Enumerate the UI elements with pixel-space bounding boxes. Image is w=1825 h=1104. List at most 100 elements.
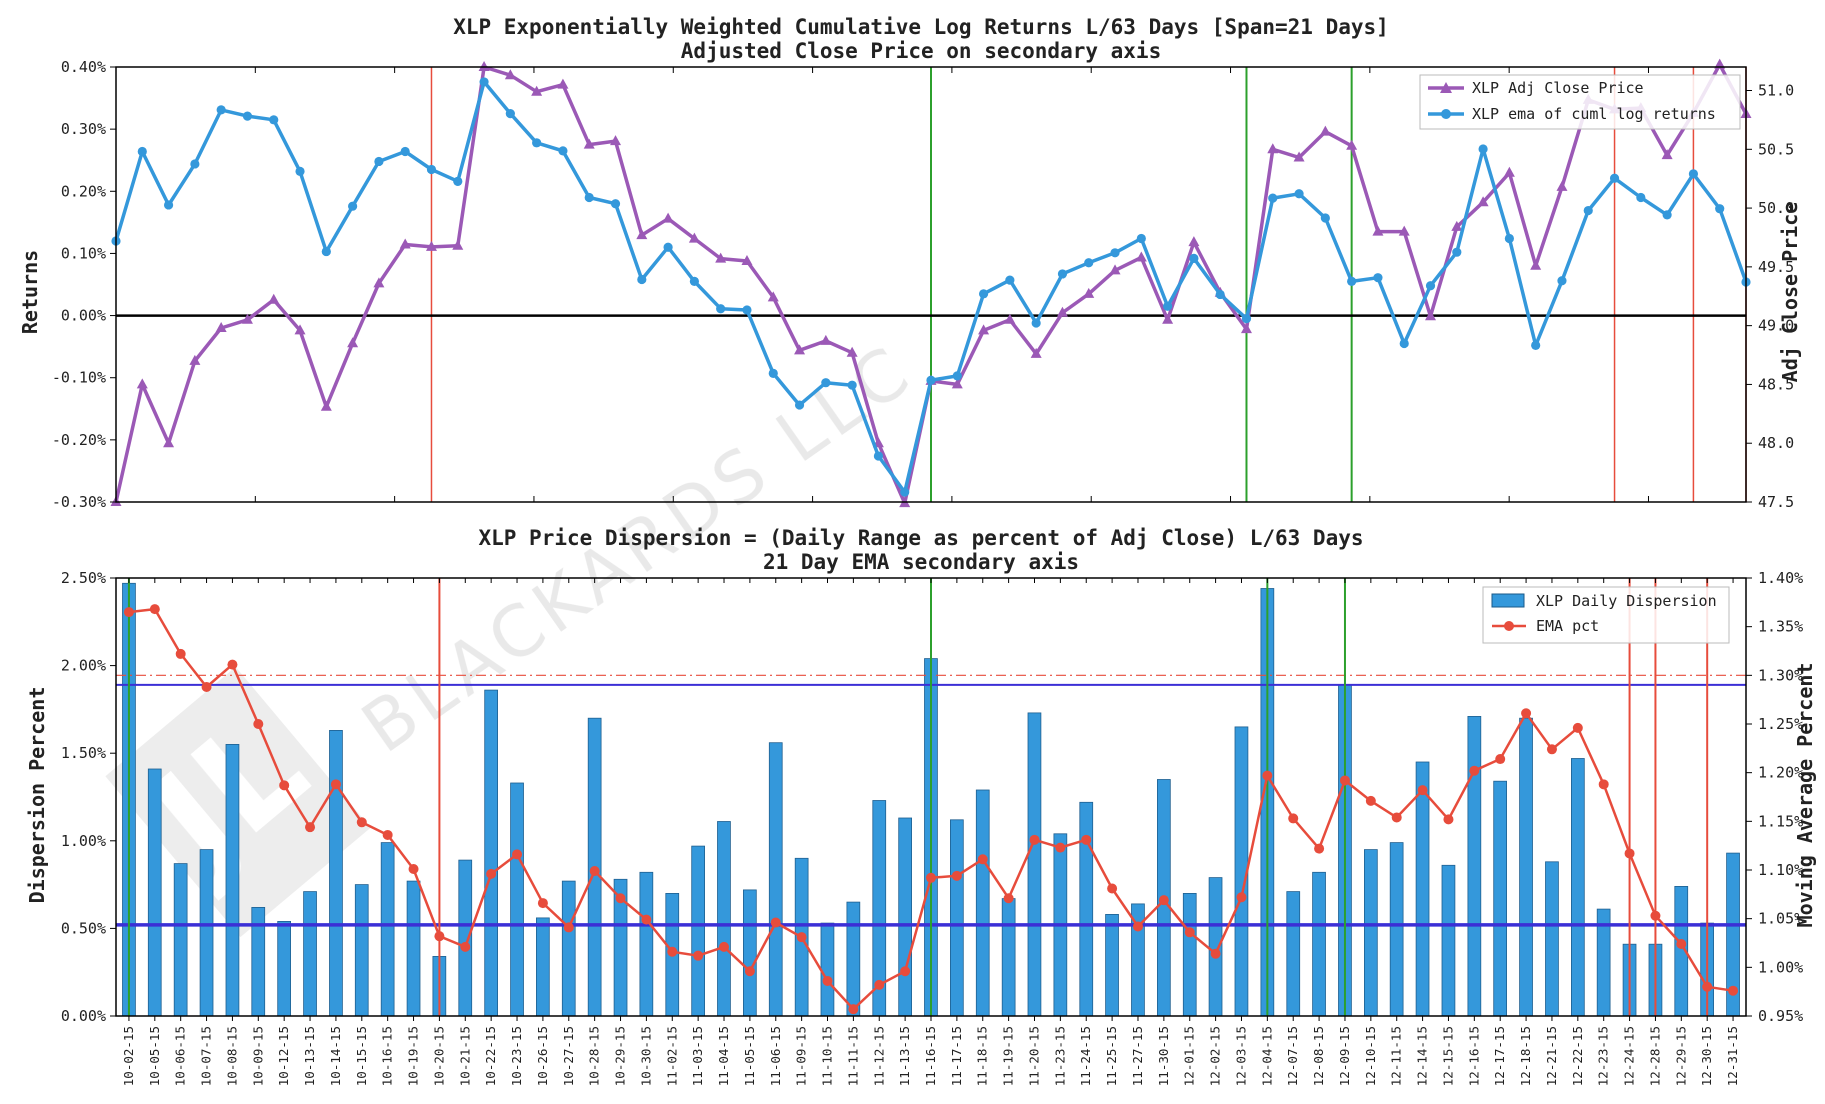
chart2-xtick-label: 12-29-15: [1673, 1026, 1688, 1086]
bar-dispersion: [536, 917, 550, 1017]
bar-dispersion: [277, 921, 292, 1017]
point-adj-close: [347, 337, 359, 348]
chart2-title: XLP Price Dispersion = (Daily Range as p…: [478, 526, 1363, 550]
chart1-series: [110, 58, 1752, 508]
chart2-xtick-label: 10-08-15: [224, 1026, 239, 1086]
point-ema-returns: [269, 115, 279, 125]
point-ema-pct: [1029, 834, 1040, 845]
point-ema-returns: [1241, 314, 1252, 324]
bar-dispersion: [1001, 898, 1016, 1017]
chart2-xtick-label: 10-13-15: [302, 1026, 317, 1086]
chart2-legend: XLP Daily Dispersion EMA pct: [1482, 586, 1730, 644]
chart2-xtick-label: 12-16-15: [1466, 1026, 1481, 1086]
bar-dispersion: [898, 817, 913, 1017]
chart2-xtick-label: 11-06-15: [768, 1026, 783, 1086]
chart2-xtick-label: 10-20-15: [431, 1026, 446, 1086]
chart2-xtick-label: 11-25-15: [1104, 1026, 1119, 1086]
point-ema-pct: [1055, 842, 1066, 853]
point-ema-returns: [1636, 192, 1646, 203]
chart1-legend: XLP Adj Close Price XLP ema of cuml log …: [1419, 74, 1741, 130]
chart2-xtick-label: 11-20-15: [1027, 1026, 1042, 1086]
chart1-y2tick-label: 49.0: [1758, 317, 1794, 335]
chart1-legend-box: [1419, 74, 1741, 130]
bar-dispersion: [1467, 716, 1482, 1017]
bar-dispersion: [846, 901, 861, 1017]
bar-dispersion: [484, 689, 499, 1017]
point-adj-close: [478, 61, 490, 71]
bar-dispersion: [1519, 717, 1533, 1017]
bar-dispersion: [1571, 758, 1585, 1017]
chart2-xtick-label: 11-16-15: [923, 1026, 938, 1086]
chart2-xtick-label: 12-02-15: [1208, 1026, 1223, 1086]
bar-dispersion: [303, 891, 317, 1017]
chart2-xtick-label: 10-02-15: [121, 1026, 136, 1086]
point-ema-returns: [1662, 210, 1672, 220]
point-ema-returns: [1189, 253, 1199, 263]
point-adj-close: [1162, 313, 1174, 324]
chart2-xtick-label: 10-06-15: [173, 1026, 188, 1086]
chart2-xtick-label: 11-19-15: [1001, 1026, 1016, 1086]
chart2-xtick-label: 10-28-15: [587, 1026, 602, 1086]
point-adj-close: [1425, 310, 1437, 321]
bar-dispersion: [561, 880, 576, 1017]
chart2-xtick-label: 12-08-15: [1311, 1026, 1326, 1086]
point-ema-pct: [1546, 744, 1557, 755]
bar-dispersion: [173, 863, 188, 1017]
point-ema-returns: [190, 159, 200, 169]
point-adj-close: [1503, 166, 1515, 177]
chart2-xtick-label: 10-14-15: [328, 1026, 343, 1086]
point-ema-pct: [874, 979, 885, 990]
point-ema-returns: [532, 138, 542, 148]
point-ema-returns: [400, 146, 410, 157]
chart2-xtick-label: 12-01-15: [1182, 1026, 1197, 1086]
point-ema-returns: [1031, 318, 1041, 328]
point-ema-pct: [563, 922, 574, 933]
chart1-y2tick-label: 48.0: [1758, 434, 1794, 452]
chart1-y-ticks: -0.30% -0.20% -0.10% 0.00% 0.10% 0.20% 0.30% 0.…: [52, 58, 116, 511]
bar-dispersion: [406, 880, 421, 1017]
point-ema-pct: [253, 719, 264, 729]
point-ema-pct: [408, 864, 419, 875]
bar-dispersion: [1286, 891, 1301, 1017]
point-adj-close: [1451, 220, 1463, 231]
point-ema-pct: [1650, 910, 1661, 921]
point-adj-close: [1477, 196, 1489, 207]
chart2-xtick-label: 12-03-15: [1234, 1026, 1249, 1086]
chart2-xtick-label: 11-09-15: [794, 1026, 809, 1086]
bar-dispersion: [380, 842, 395, 1017]
point-ema-returns: [348, 201, 358, 211]
point-ema-pct: [330, 779, 341, 790]
point-adj-close: [1556, 180, 1568, 191]
chart2-xtick-label: 12-22-15: [1570, 1026, 1585, 1086]
point-ema-pct: [1262, 770, 1273, 781]
point-adj-close: [1240, 323, 1252, 334]
point-ema-pct: [1236, 892, 1247, 903]
point-ema-returns: [137, 146, 147, 157]
point-ema-returns: [216, 105, 226, 115]
point-ema-pct: [951, 870, 962, 881]
point-ema-returns: [558, 146, 568, 156]
chart2-y2tick-label: 1.05%: [1758, 910, 1803, 928]
chart2-xtick-label: 11-27-15: [1130, 1026, 1145, 1086]
point-adj-close: [557, 78, 569, 89]
bar-dispersion: [1415, 761, 1430, 1017]
bar-dispersion: [1027, 712, 1042, 1017]
point-ema-returns: [1136, 233, 1146, 244]
point-ema-pct: [512, 849, 523, 860]
bar-dispersion: [717, 821, 731, 1017]
point-ema-returns: [900, 487, 910, 497]
point-ema-returns: [242, 111, 253, 121]
chart2-xtick-label: 12-04-15: [1259, 1026, 1274, 1086]
chart2-xtick-label: 10-09-15: [250, 1026, 265, 1086]
point-ema-returns: [584, 192, 594, 203]
point-ema-pct: [1598, 779, 1609, 790]
point-ema-returns: [1583, 205, 1593, 216]
chart2-xtick-label: 12-24-15: [1622, 1026, 1637, 1086]
point-ema-pct: [486, 868, 497, 879]
bar-dispersion: [1079, 801, 1094, 1017]
point-adj-close: [504, 69, 516, 80]
point-ema-returns: [321, 246, 331, 257]
chart2-xtick-label: 12-31-15: [1725, 1026, 1740, 1086]
point-ema-pct: [1521, 708, 1532, 719]
